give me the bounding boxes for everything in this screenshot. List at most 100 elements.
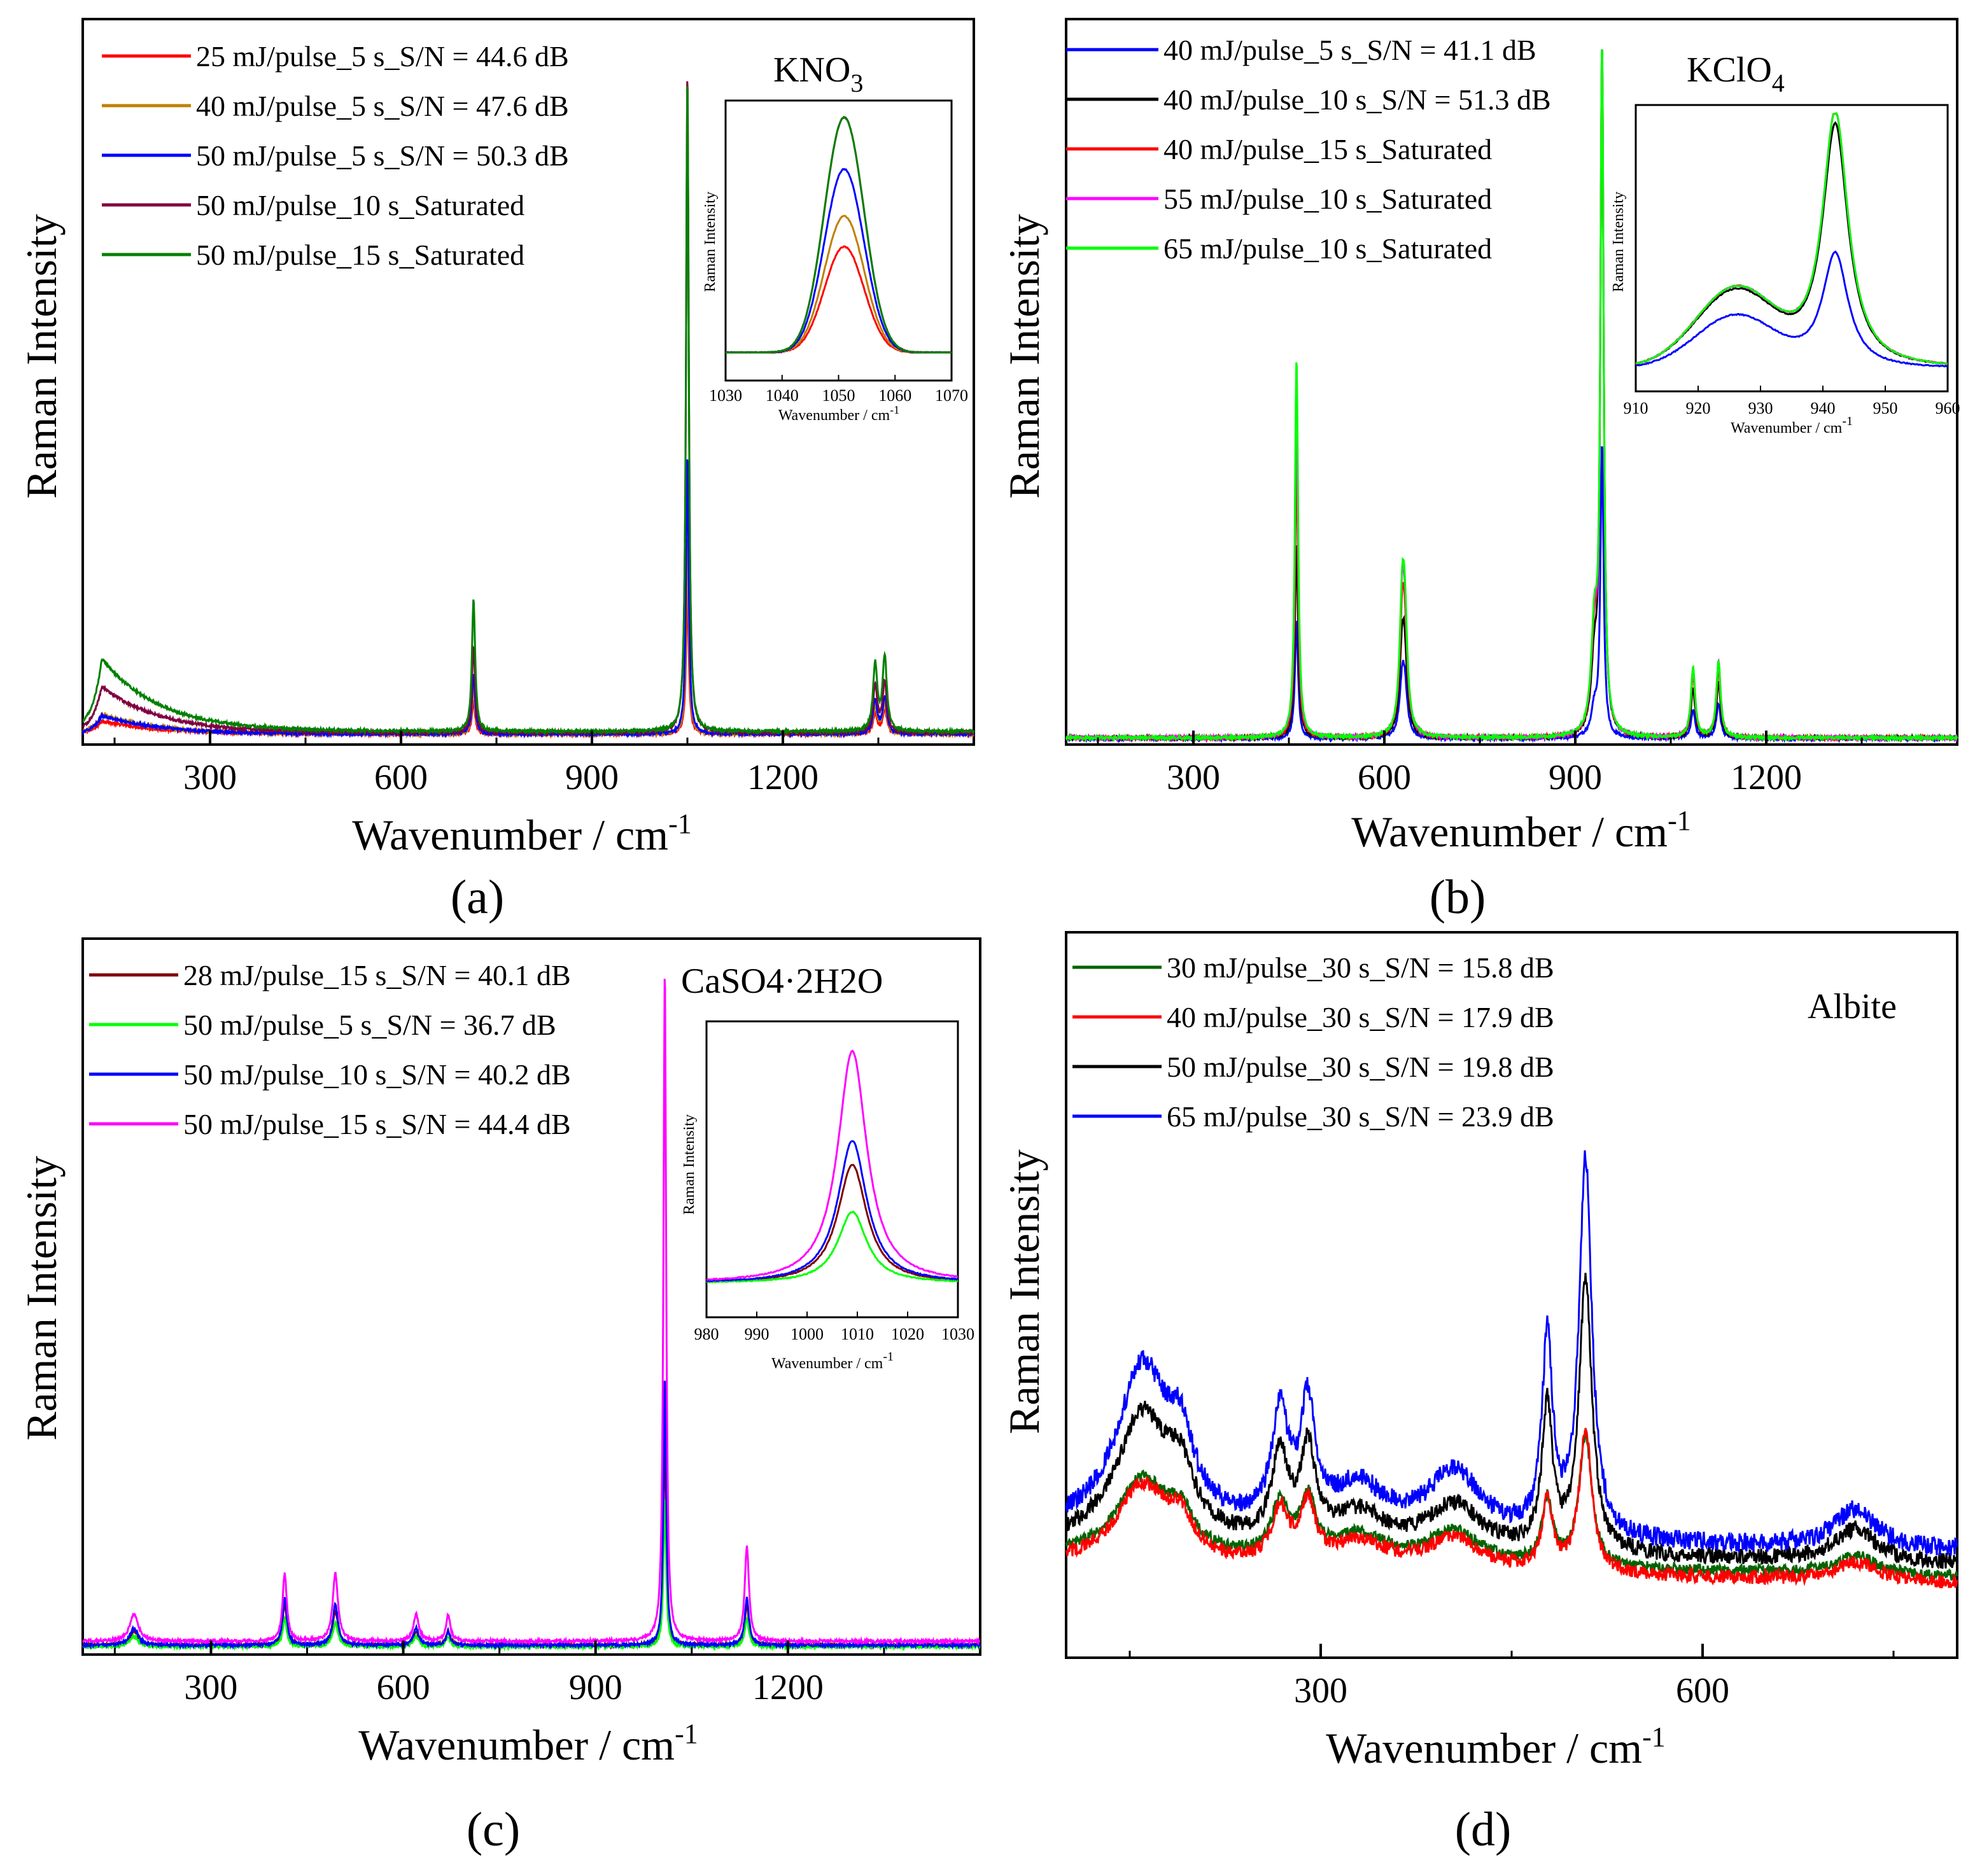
panel-d-plot: [1065, 1150, 1958, 1588]
panel-c-ylabel: Raman Intensity: [17, 1156, 66, 1441]
panel-d-title: Albite: [1808, 987, 1897, 1026]
panel-c-inset-tick-label: 1020: [891, 1325, 924, 1343]
panel-d-legend-label: 30 mJ/pulse_30 s_S/N = 15.8 dB: [1167, 951, 1554, 984]
panel-d-ylabel: Raman Intensity: [1000, 1149, 1048, 1434]
panel-a-inset-ylabel: Raman Intensity: [702, 192, 719, 292]
panel-c-inset: 980 990 1000 1010 1020 1030 Raman Intensity W…: [681, 1020, 974, 1372]
panel-b-legend-label: 40 mJ/pulse_5 s_S/N = 41.1 dB: [1163, 34, 1536, 66]
panel-c-x-tick-label: 600: [377, 1668, 430, 1707]
panel-a: 300 600 900 1200 25 mJ/pulse_5 s_S/N = 44.6…: [17, 18, 975, 924]
panel-c-inset-series-4: [706, 1049, 959, 1281]
panel-b-inset-tick-label: 920: [1686, 399, 1711, 417]
panel-d-xlabel: Wavenumber / cm-1: [1326, 1721, 1665, 1772]
panel-d-legend-label: 65 mJ/pulse_30 s_S/N = 23.9 dB: [1167, 1100, 1554, 1133]
panel-a-legend-label: 50 mJ/pulse_5 s_S/N = 50.3 dB: [196, 139, 569, 172]
panel-d-x-tick-label: 600: [1676, 1671, 1729, 1711]
panel-c-legend-label: 50 mJ/pulse_5 s_S/N = 36.7 dB: [183, 1009, 556, 1041]
panel-c-title: CaSO4·2H2O: [681, 962, 883, 1001]
panel-b-legend: 40 mJ/pulse_5 s_S/N = 41.1 dB 40 mJ/pulse…: [1066, 34, 1551, 265]
panel-c-inset-tick-label: 1010: [841, 1325, 874, 1343]
panel-c-x-ticks: 300 600 900 1200: [113, 1641, 885, 1707]
panel-c-inset-ticks: 980 990 1000 1010 1020 1030: [694, 1312, 974, 1343]
panel-b-legend-label: 40 mJ/pulse_15 s_Saturated: [1163, 133, 1492, 165]
panel-c-x-tick-label: 1200: [752, 1668, 824, 1707]
panel-c-inset-tick-label: 1000: [791, 1325, 824, 1343]
panel-c: 300 600 900 1200 28 mJ/pulse_15 s_S/N = 40.…: [17, 937, 981, 1856]
panel-c-series-3: [81, 1380, 981, 1651]
panel-d-series-2: [1065, 1427, 1958, 1588]
panel-a-legend-label: 50 mJ/pulse_10 s_Saturated: [196, 189, 524, 221]
panel-a-x-tick-label: 1200: [747, 758, 819, 797]
panel-d-legend-label: 50 mJ/pulse_30 s_S/N = 19.8 dB: [1167, 1051, 1554, 1083]
panel-a-inset-tick-label: 1050: [822, 386, 855, 405]
panel-b-series-1: [1065, 446, 1958, 744]
panel-b-legend-label: 55 mJ/pulse_10 s_Saturated: [1163, 183, 1492, 215]
panel-c-inset-xlabel: Wavenumber / cm-1: [771, 1350, 894, 1372]
panel-c-inset-plot: [705, 1049, 959, 1284]
panel-d-x-tick-label: 300: [1294, 1671, 1347, 1711]
panel-a-inset-tick-label: 1030: [709, 386, 742, 405]
panel-a-label: (a): [451, 871, 504, 924]
panel-b-label: (b): [1430, 871, 1486, 924]
panel-c-inset-frame: [705, 1020, 959, 1319]
panel-c-legend-label: 50 mJ/pulse_10 s_S/N = 40.2 dB: [183, 1058, 571, 1091]
panel-a-series-1: [81, 589, 974, 739]
panel-a-series-3: [81, 459, 975, 739]
panel-b-inset-tick-label: 910: [1624, 399, 1648, 417]
panel-a-xlabel: Wavenumber / cm-1: [352, 808, 691, 859]
panel-c-inset-series-3: [705, 1140, 959, 1283]
panel-b-x-tick-label: 600: [1358, 758, 1411, 797]
panel-b-inset-xlabel: Wavenumber / cm-1: [1731, 414, 1853, 437]
panel-c-frame: [81, 937, 981, 1656]
panel-a-inset: 1030 1040 1050 1060 1070 Raman Intensity Wav…: [702, 99, 968, 424]
panel-c-inset-tick-label: 1030: [941, 1325, 974, 1343]
panel-a-x-tick-label: 300: [183, 758, 237, 797]
panel-b-inset-ticks: 910 920 930 940 950 960: [1624, 386, 1960, 417]
panel-d-legend-label: 40 mJ/pulse_30 s_S/N = 17.9 dB: [1167, 1001, 1554, 1033]
panel-a-inset-ticks: 1030 1040 1050 1060 1070: [709, 375, 968, 405]
panel-c-series-4: [82, 979, 981, 1646]
panel-a-x-ticks: 300 600 900 1200: [113, 731, 880, 797]
panel-d-legend: 30 mJ/pulse_30 s_S/N = 15.8 dB 40 mJ/puls…: [1072, 951, 1554, 1133]
panel-b-inset-tick-label: 930: [1748, 399, 1773, 417]
panel-a-legend: 25 mJ/pulse_5 s_S/N = 44.6 dB 40 mJ/pulse…: [102, 40, 569, 271]
panel-b: 300 600 900 1200 40 mJ/pulse_5 s_S/N = 41.1…: [1000, 18, 1960, 924]
panel-c-inset-series-2: [706, 1210, 959, 1284]
panel-b-inset-series-5: [1635, 111, 1948, 365]
panel-c-label: (c): [467, 1803, 520, 1856]
panel-a-inset-tick-label: 1070: [935, 386, 968, 405]
panel-c-series-1: [82, 1431, 981, 1651]
panel-b-inset-frame: [1634, 104, 1949, 393]
panel-c-legend: 28 mJ/pulse_15 s_S/N = 40.1 dB 50 mJ/puls…: [89, 959, 571, 1140]
panel-b-x-tick-label: 1200: [1731, 758, 1802, 797]
panel-c-legend-label: 28 mJ/pulse_15 s_S/N = 40.1 dB: [183, 959, 571, 991]
panel-c-series-2: [81, 1499, 981, 1652]
panel-a-inset-xlabel: Wavenumber / cm-1: [778, 403, 899, 424]
panel-b-inset-tick-label: 950: [1873, 399, 1898, 417]
panel-b-plot: [1065, 49, 1958, 744]
panel-a-inset-tick-label: 1060: [878, 386, 911, 405]
panel-d-series-3: [1065, 1273, 1958, 1570]
panel-c-plot: [81, 979, 981, 1652]
panel-a-inset-series-5: [725, 115, 952, 354]
panel-a-plot: [81, 81, 975, 739]
panel-a-series-2: [82, 538, 974, 739]
panel-b-series-5: [1065, 49, 1958, 743]
panel-b-x-ticks: 300 600 900 1200: [1097, 731, 1863, 797]
panel-a-inset-tick-label: 1040: [766, 386, 799, 405]
panel-c-x-tick-label: 300: [184, 1668, 237, 1707]
panel-b-x-tick-label: 900: [1549, 758, 1602, 797]
panel-b-title: KClO4: [1687, 50, 1785, 97]
panel-b-inset-tick-label: 940: [1811, 399, 1836, 417]
panel-a-x-tick-label: 600: [374, 758, 428, 797]
panel-b-inset: 910 920 930 940 950 960 Raman Intensity Waven…: [1610, 104, 1960, 437]
panel-a-legend-label: 40 mJ/pulse_5 s_S/N = 47.6 dB: [196, 90, 569, 122]
panel-b-inset-plot: [1635, 111, 1949, 368]
panel-a-legend-label: 50 mJ/pulse_15 s_Saturated: [196, 239, 524, 271]
panel-a-ylabel: Raman Intensity: [17, 214, 66, 499]
panel-c-inset-tick-label: 980: [694, 1325, 719, 1343]
panel-a-inset-frame: [724, 99, 953, 382]
panel-c-x-tick-label: 900: [569, 1668, 622, 1707]
panel-b-ylabel: Raman Intensity: [1000, 214, 1048, 499]
panel-b-inset-series-1: [1635, 250, 1948, 368]
